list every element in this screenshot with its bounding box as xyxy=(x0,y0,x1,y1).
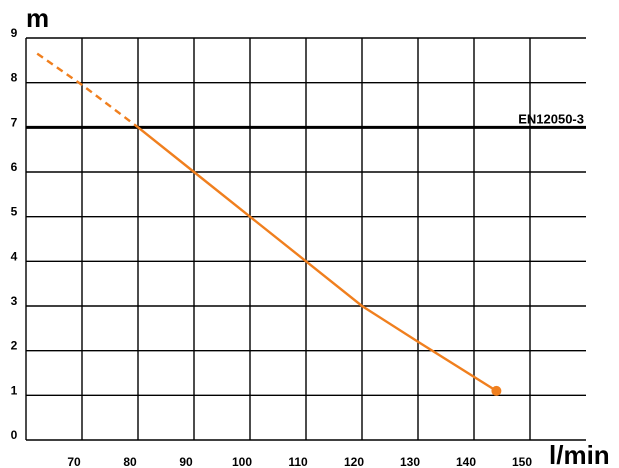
y-tick-label: 7 xyxy=(11,115,18,129)
reference-line-group: EN12050-3 xyxy=(26,111,586,129)
en12050-3-label: EN12050-3 xyxy=(518,111,584,126)
x-tick-label: 120 xyxy=(344,455,364,468)
y-tick-label: 5 xyxy=(11,205,18,219)
y-axis-tick-labels: 0 1 2 3 4 5 6 7 8 9 xyxy=(11,26,18,442)
x-tick-label: 70 xyxy=(67,455,81,468)
y-tick-label: 6 xyxy=(11,160,18,174)
x-axis-label: l/min xyxy=(549,440,610,468)
x-tick-label: 90 xyxy=(179,455,193,468)
x-tick-label: 140 xyxy=(456,455,476,468)
x-axis-tick-labels: 70 80 90 100 110 120 130 140 150 xyxy=(67,455,532,468)
curve-solid-segment xyxy=(137,126,498,392)
y-axis-label: m xyxy=(26,3,49,33)
y-tick-label: 8 xyxy=(11,71,18,85)
y-tick-label: 3 xyxy=(11,294,18,308)
x-tick-label: 130 xyxy=(400,455,420,468)
chart-grid xyxy=(25,37,586,441)
x-tick-label: 80 xyxy=(123,455,137,468)
x-tick-label: 150 xyxy=(512,455,532,468)
y-tick-label: 2 xyxy=(11,339,18,353)
y-tick-label: 4 xyxy=(11,249,18,263)
curve-dashed-segment xyxy=(36,52,139,129)
x-tick-label: 110 xyxy=(288,455,308,468)
curve-series xyxy=(36,52,502,396)
x-tick-label: 100 xyxy=(232,455,252,468)
curve-end-marker xyxy=(491,385,502,396)
y-tick-label: 9 xyxy=(11,26,18,40)
y-tick-label: 1 xyxy=(11,383,18,397)
y-tick-label: 0 xyxy=(11,428,18,442)
